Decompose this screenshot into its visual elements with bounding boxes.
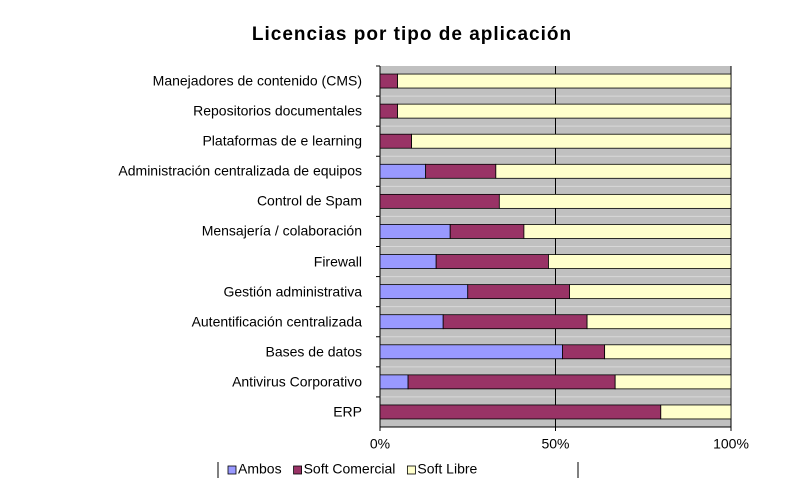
bar-segment bbox=[498, 193, 732, 209]
y-tick-label: Antivirus Corporativo bbox=[232, 373, 362, 390]
legend-label: Soft Libre bbox=[417, 461, 477, 477]
bar-segment bbox=[379, 254, 437, 269]
y-tick-label: Mensajería / colaboración bbox=[201, 222, 362, 239]
bar-segment bbox=[467, 284, 570, 300]
bar-segment bbox=[407, 374, 616, 390]
bar-segment bbox=[379, 344, 563, 360]
bar-segment bbox=[411, 133, 732, 149]
bar-segment bbox=[379, 284, 469, 300]
bar-segment bbox=[397, 73, 732, 89]
x-tick-label: 50% bbox=[541, 436, 569, 452]
y-tick-label: Administración centralizada de equipos bbox=[118, 162, 362, 179]
y-tick-label: Gestión administrativa bbox=[223, 283, 362, 300]
bar-segment bbox=[523, 224, 732, 239]
bar-segment bbox=[562, 344, 606, 360]
bar-segment bbox=[548, 254, 732, 269]
x-tick-label: 0% bbox=[370, 436, 390, 452]
x-tick-label: 100% bbox=[713, 436, 749, 452]
y-tick-label: Manejadores de contenido (CMS) bbox=[152, 72, 362, 89]
legend-label: Soft Comercial bbox=[304, 461, 396, 477]
bar-segment bbox=[449, 224, 525, 239]
y-tick-label: Autentificación centralizada bbox=[191, 313, 362, 330]
bar-segment bbox=[379, 133, 412, 149]
bar-segment bbox=[425, 163, 497, 179]
bar-segment bbox=[379, 404, 662, 420]
y-tick-label: Control de Spam bbox=[256, 192, 362, 209]
chart-title: Licencias por tipo de aplicación bbox=[252, 24, 572, 45]
bar-segment bbox=[435, 254, 549, 269]
y-tick-label: Plataformas de e learning bbox=[202, 132, 362, 149]
y-tick-label: ERP bbox=[333, 403, 362, 420]
bar-segment bbox=[614, 374, 732, 390]
bar-segment bbox=[660, 404, 732, 420]
legend-swatch bbox=[293, 465, 302, 475]
bar-segment bbox=[604, 344, 732, 360]
legend-swatch bbox=[406, 465, 416, 475]
bar-segment bbox=[379, 374, 409, 390]
bar-segment bbox=[397, 103, 732, 119]
bar-segment bbox=[495, 163, 732, 179]
bar-segment bbox=[379, 314, 444, 330]
bar-segment bbox=[442, 314, 588, 330]
bar-segment bbox=[379, 103, 398, 119]
bar-segment bbox=[569, 284, 732, 300]
bar-segment bbox=[586, 314, 732, 330]
bar-segment bbox=[379, 224, 451, 239]
legend-swatch bbox=[227, 465, 237, 475]
y-tick-label: Repositorios documentales bbox=[193, 102, 362, 119]
bar-segment bbox=[379, 73, 398, 89]
bar-segment bbox=[379, 193, 500, 209]
y-tick-label: Firewall bbox=[313, 253, 362, 270]
y-tick-label: Bases de datos bbox=[265, 343, 362, 360]
legend-label: Ambos bbox=[238, 461, 282, 477]
bar-segment bbox=[379, 163, 427, 179]
